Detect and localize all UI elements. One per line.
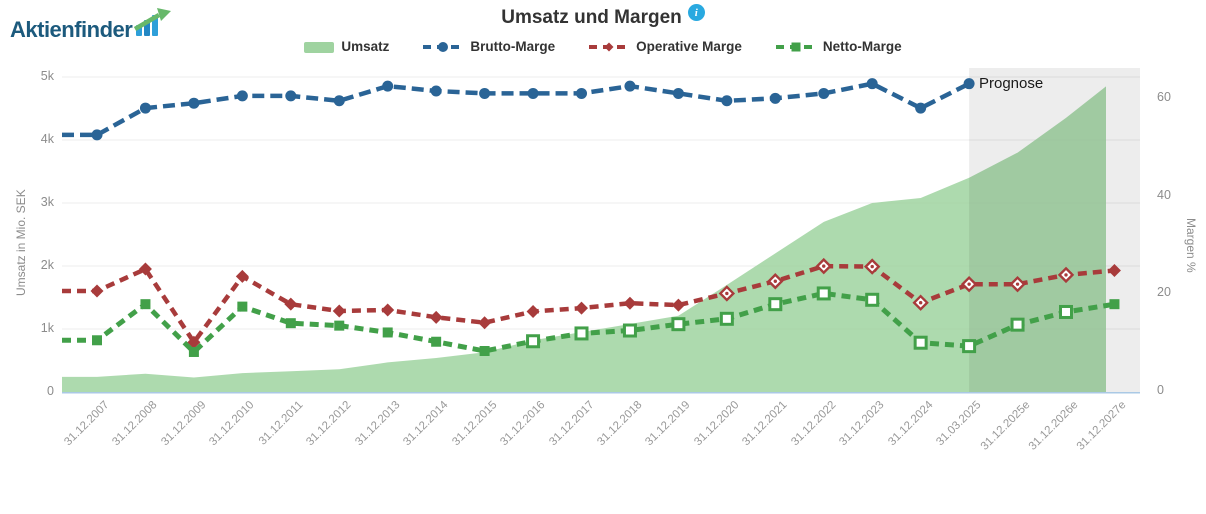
- left-axis-title: Umsatz in Mio. SEK: [14, 189, 28, 296]
- brutto-marge-point[interactable]: [91, 129, 103, 141]
- netto-marge-point[interactable]: [913, 335, 928, 350]
- operative-marge-point[interactable]: [90, 284, 104, 298]
- operative-marge-point[interactable]: [187, 335, 201, 349]
- legend-item-umsatz[interactable]: Umsatz: [304, 39, 389, 54]
- legend-item-brutto-marge[interactable]: Brutto-Marge: [423, 39, 555, 54]
- netto-marge-point[interactable]: [526, 334, 541, 349]
- logo-text: Aktienfinder: [10, 17, 133, 42]
- brutto-marge-point[interactable]: [915, 102, 927, 114]
- aktienfinder-logo[interactable]: Aktienfinder: [10, 8, 173, 43]
- operative-marge-point[interactable]: [623, 296, 637, 310]
- operative-marge-point[interactable]: [332, 304, 346, 318]
- right-axis-tick: 60: [1157, 90, 1171, 105]
- netto-marge-point[interactable]: [816, 286, 831, 301]
- netto-marge-point[interactable]: [1109, 299, 1120, 310]
- legend-label: Umsatz: [341, 39, 390, 54]
- legend-label: Brutto-Marge: [470, 39, 556, 54]
- umsatz-margen-chart: Aktienfinder Umsatz und Margen i Umsatz B…: [0, 4, 1206, 453]
- netto-marge-point[interactable]: [285, 318, 296, 329]
- operative-marge-point[interactable]: [429, 310, 443, 324]
- brutto-marge-point[interactable]: [479, 87, 491, 99]
- brutto-marge-point[interactable]: [866, 78, 878, 90]
- netto-marge-point[interactable]: [622, 323, 637, 338]
- netto-marge-point[interactable]: [382, 327, 393, 338]
- legend-marker-umsatz: [304, 41, 335, 53]
- netto-marge-point[interactable]: [479, 346, 490, 357]
- netto-marge-point[interactable]: [334, 320, 345, 331]
- netto-marge-point[interactable]: [237, 301, 248, 312]
- left-axis-tick: 0: [47, 384, 54, 398]
- marker-dot: [967, 282, 971, 286]
- legend-item-netto-marge[interactable]: Netto-Marge: [775, 39, 902, 54]
- legend-item-operative-marge[interactable]: Operative Marge: [589, 39, 742, 54]
- legend-marker-netto-marge: [775, 42, 816, 51]
- brutto-marge-point[interactable]: [672, 87, 684, 99]
- info-icon[interactable]: i: [687, 4, 705, 21]
- brutto-marge-point[interactable]: [382, 80, 394, 92]
- brutto-marge-point[interactable]: [139, 102, 151, 114]
- right-axis-tick: 20: [1157, 285, 1171, 300]
- marker-dot: [1015, 282, 1020, 286]
- legend-label: Operative Marge: [636, 39, 742, 54]
- brutto-marge-point[interactable]: [188, 97, 200, 109]
- brutto-marge-point[interactable]: [236, 90, 248, 102]
- legend-label: Netto-Marge: [822, 39, 902, 54]
- plot-area: [62, 68, 1140, 394]
- brutto-marge-point[interactable]: [818, 87, 830, 99]
- left-axis-tick: 3k: [40, 195, 54, 209]
- operative-marge-point[interactable]: [575, 301, 588, 315]
- netto-marge-point[interactable]: [962, 339, 977, 354]
- operative-marge-point[interactable]: [284, 297, 298, 311]
- netto-marge-point[interactable]: [671, 317, 686, 332]
- right-axis-tick: 0: [1157, 383, 1164, 397]
- netto-marge-point[interactable]: [719, 311, 734, 326]
- marker-dot: [773, 279, 777, 283]
- left-axis-tick: 5k: [40, 69, 54, 83]
- brutto-marge-point[interactable]: [576, 87, 587, 99]
- brutto-marge-line: [62, 81, 971, 138]
- operative-marge-point[interactable]: [671, 298, 685, 312]
- brutto-marge-point[interactable]: [721, 95, 733, 107]
- right-axis-title: Margen %: [1184, 218, 1198, 273]
- brutto-marge-point[interactable]: [527, 87, 539, 99]
- marker-dot: [870, 264, 874, 269]
- marker-dot: [1064, 273, 1068, 277]
- netto-marge-point[interactable]: [865, 292, 880, 307]
- umsatz-area[interactable]: [62, 86, 1106, 393]
- netto-marge-point[interactable]: [188, 346, 199, 357]
- netto-marge-point[interactable]: [574, 326, 589, 341]
- brutto-marge-point[interactable]: [624, 80, 636, 92]
- operative-marge-point[interactable]: [1107, 264, 1121, 278]
- brutto-marge-point[interactable]: [769, 92, 781, 104]
- marker-dot: [918, 301, 923, 305]
- left-axis-tick: 2k: [40, 258, 54, 272]
- netto-marge-point[interactable]: [92, 335, 102, 346]
- operative-marge-point[interactable]: [381, 303, 395, 317]
- brutto-marge-point[interactable]: [285, 90, 297, 102]
- right-axis-tick: 40: [1157, 187, 1171, 202]
- netto-marge-point[interactable]: [140, 299, 151, 310]
- brutto-marge-point[interactable]: [963, 78, 975, 90]
- operative-marge-point[interactable]: [235, 269, 249, 283]
- prognose-label: Prognose: [979, 75, 1044, 92]
- legend-marker-brutto-marge: [423, 41, 464, 52]
- operative-marge-point[interactable]: [526, 304, 540, 318]
- netto-marge-point[interactable]: [1010, 317, 1025, 332]
- operative-marge-point[interactable]: [478, 316, 492, 330]
- netto-marge-point[interactable]: [768, 297, 783, 312]
- netto-marge-point[interactable]: [431, 336, 442, 347]
- brutto-marge-point[interactable]: [333, 95, 345, 107]
- brutto-marge-point[interactable]: [430, 85, 442, 97]
- legend-marker-operative-marge: [589, 42, 630, 51]
- forecast-band: [969, 68, 1140, 392]
- logo-barchart-arrow-icon: [133, 8, 173, 43]
- chart-legend: Umsatz Brutto-Marge Operative Marge Netto-M…: [0, 39, 1206, 54]
- operative-marge-point[interactable]: [138, 262, 152, 276]
- left-axis-tick: 4k: [40, 132, 54, 146]
- left-axis-tick: 1k: [40, 321, 54, 335]
- netto-marge-point[interactable]: [1059, 304, 1073, 319]
- marker-dot: [725, 291, 729, 296]
- marker-dot: [822, 264, 826, 268]
